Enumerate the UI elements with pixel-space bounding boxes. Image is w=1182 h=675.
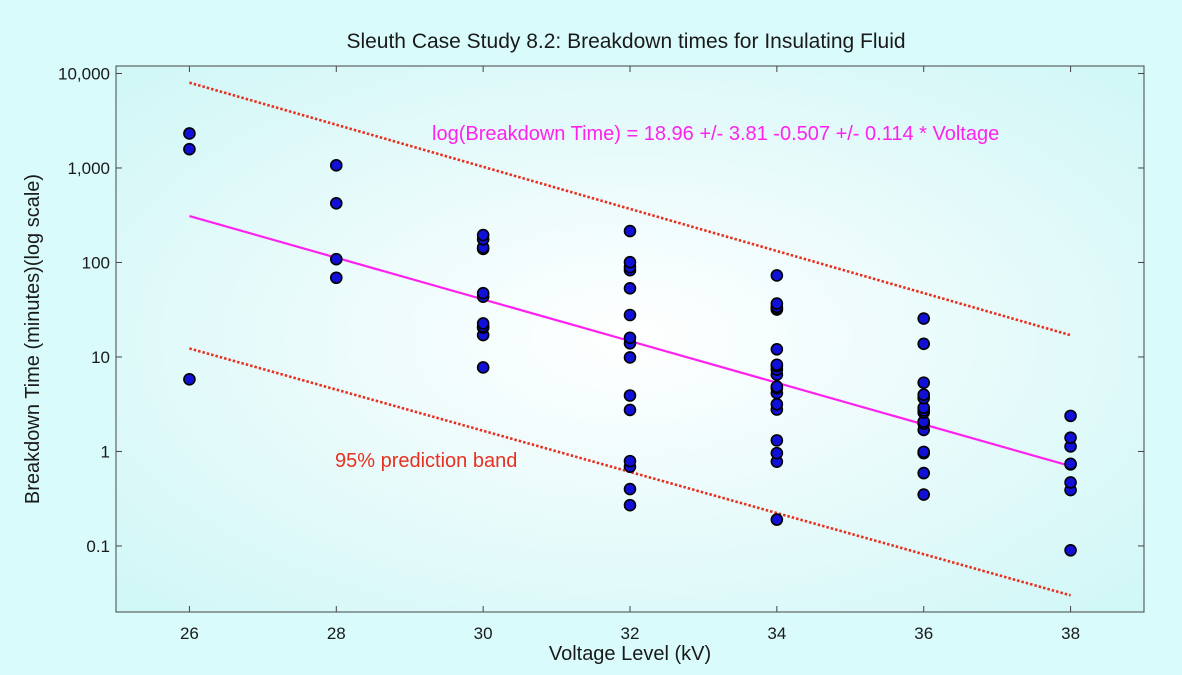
data-point-51 (770, 269, 784, 282)
x-tick-label-2: 30 (474, 624, 493, 643)
data-point-3 (329, 271, 343, 285)
y-axis-title: Breakdown Time (minutes)(log scale) (22, 174, 44, 504)
data-point-1 (183, 142, 196, 156)
data-point-53 (917, 466, 931, 480)
y-tick-label-4: 1,000 (67, 159, 110, 178)
data-point-21 (623, 454, 637, 468)
data-point-11 (476, 317, 490, 330)
data-point-6 (329, 159, 343, 172)
data-point-17 (476, 228, 490, 242)
data-point-41 (770, 380, 784, 393)
data-point-32 (623, 224, 637, 238)
data-point-19 (623, 482, 637, 496)
data-point-52 (917, 488, 931, 501)
y-tick-label-3: 100 (82, 253, 110, 272)
data-point-5 (329, 196, 343, 210)
y-tick-label-1: 1 (101, 442, 110, 461)
prediction-band-label: 95% prediction band (335, 450, 517, 472)
data-point-66 (917, 312, 931, 325)
x-tick-label-1: 28 (327, 624, 346, 643)
data-point-36 (770, 434, 784, 447)
x-axis: 26 28 30 32 34 36 38 (180, 66, 1080, 643)
data-point-28 (623, 282, 637, 295)
data-point-55 (917, 445, 931, 459)
data-point-33 (770, 513, 784, 526)
data-points (183, 127, 1077, 557)
x-tick-label-0: 26 (180, 624, 199, 643)
chart-title: Sleuth Case Study 8.2: Breakdown times f… (346, 30, 905, 53)
data-point-24 (623, 351, 637, 364)
data-point-73 (1064, 431, 1077, 444)
y-axis: 0.1 1 10 100 1,000 10,000 (58, 64, 1144, 556)
data-point-38 (770, 397, 784, 411)
data-point-23 (623, 389, 637, 402)
data-point-0 (183, 373, 196, 386)
x-tick-label-3: 32 (621, 624, 640, 643)
x-axis-title: Voltage Level (kV) (549, 643, 711, 665)
data-point-26 (623, 331, 637, 345)
data-point-2 (183, 127, 196, 140)
data-point-46 (770, 342, 784, 356)
data-point-4 (329, 252, 343, 266)
y-tick-label-0: 0.1 (86, 537, 110, 556)
x-tick-label-6: 38 (1061, 624, 1080, 643)
data-point-74 (1064, 409, 1077, 423)
y-tick-label-5: 10,000 (58, 64, 110, 83)
data-point-22 (623, 403, 637, 417)
data-point-64 (917, 376, 931, 389)
data-point-18 (623, 498, 637, 512)
data-point-67 (1064, 543, 1077, 557)
data-point-50 (770, 297, 784, 310)
data-point-7 (476, 361, 490, 374)
data-point-69 (1064, 476, 1077, 489)
y-tick-label-2: 10 (91, 348, 110, 367)
data-point-35 (770, 446, 784, 460)
equation-annotation: log(Breakdown Time) = 18.96 +/- 3.81 -0.… (432, 123, 999, 145)
data-point-13 (476, 286, 490, 300)
lower-prediction-band (189, 347, 1071, 597)
data-point-31 (623, 255, 637, 269)
data-point-65 (917, 337, 931, 351)
x-tick-label-5: 36 (914, 624, 933, 643)
data-point-27 (623, 308, 637, 322)
data-point-45 (770, 358, 784, 372)
x-tick-label-4: 34 (767, 624, 786, 643)
data-point-71 (1064, 457, 1077, 471)
data-point-63 (917, 388, 931, 401)
